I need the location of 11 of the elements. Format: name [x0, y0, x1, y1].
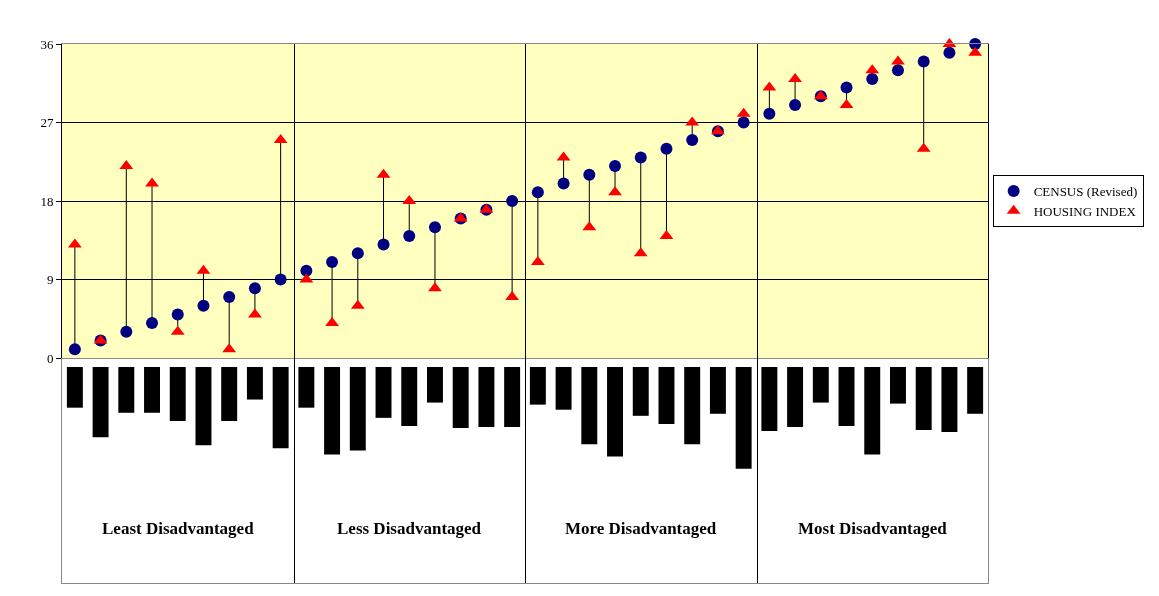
text: Less Disadvantaged [337, 519, 482, 538]
legend-label: HOUSING INDEX [1033, 203, 1137, 219]
text: Most Disadvantaged [798, 519, 948, 538]
y-tick-label: 9 [46, 272, 54, 288]
y-tick-label: 18 [40, 193, 54, 209]
y-tick-label: 36 [40, 36, 54, 52]
y-tick-label: 27 [40, 115, 54, 131]
text: More Disadvantaged [565, 519, 717, 538]
text: Least Disadvantaged [102, 519, 255, 538]
legend-label: CENSUS (Revised) [1033, 184, 1138, 200]
y-tick-label: 0 [46, 350, 54, 366]
